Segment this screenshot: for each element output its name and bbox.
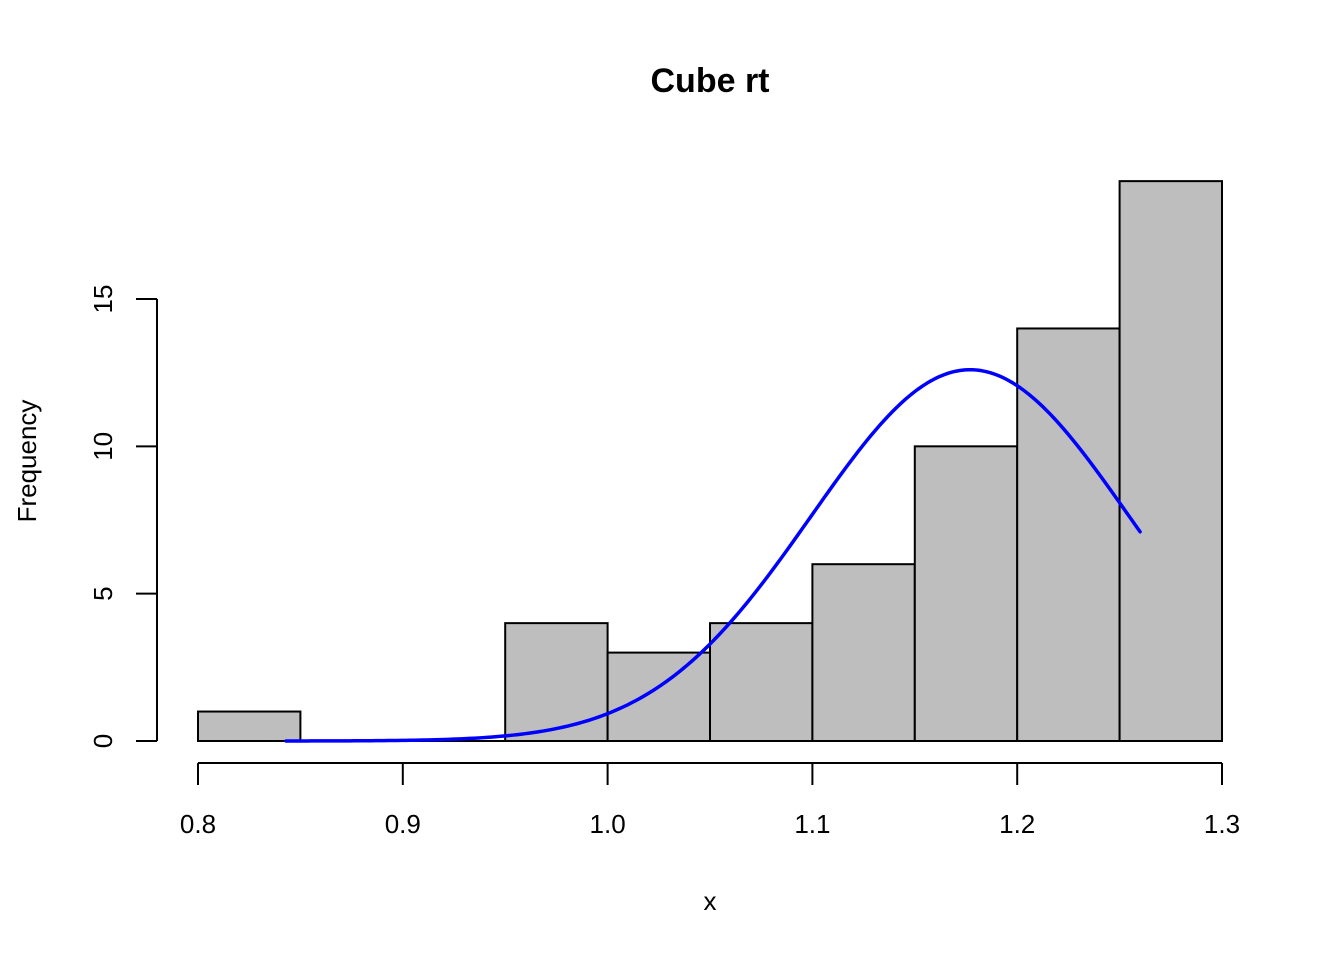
x-axis: 0.8 0.9 1.0 1.1 1.2 1.3 <box>180 762 1240 839</box>
y-tick-label: 5 <box>88 586 118 600</box>
x-tick-label: 1.3 <box>1204 809 1240 839</box>
x-tick-label: 1.2 <box>999 809 1035 839</box>
histogram-bar <box>1118 180 1223 742</box>
x-tick-label: 0.9 <box>385 809 421 839</box>
y-tick-label: 0 <box>88 734 118 748</box>
y-axis-label: Frequency <box>12 400 42 523</box>
histogram-bar <box>1016 327 1121 742</box>
x-axis-label: x <box>704 886 717 916</box>
histogram-bar <box>197 710 302 742</box>
y-axis: 0 5 10 15 <box>88 285 158 748</box>
density-curve <box>284 367 1142 743</box>
histogram-bar <box>811 563 916 743</box>
histogram-bar <box>504 622 609 743</box>
curve-layer <box>284 367 1142 743</box>
histogram-bar <box>606 651 711 742</box>
x-tick-label: 0.8 <box>180 809 216 839</box>
histogram-bar <box>709 622 814 743</box>
bars-layer <box>197 180 1223 743</box>
y-tick-label: 15 <box>88 285 118 314</box>
y-tick-label: 10 <box>88 432 118 461</box>
x-tick-label: 1.1 <box>794 809 830 839</box>
histogram-bar <box>913 445 1019 742</box>
x-tick-label: 1.0 <box>590 809 626 839</box>
chart-title: Cube rt <box>651 62 770 100</box>
